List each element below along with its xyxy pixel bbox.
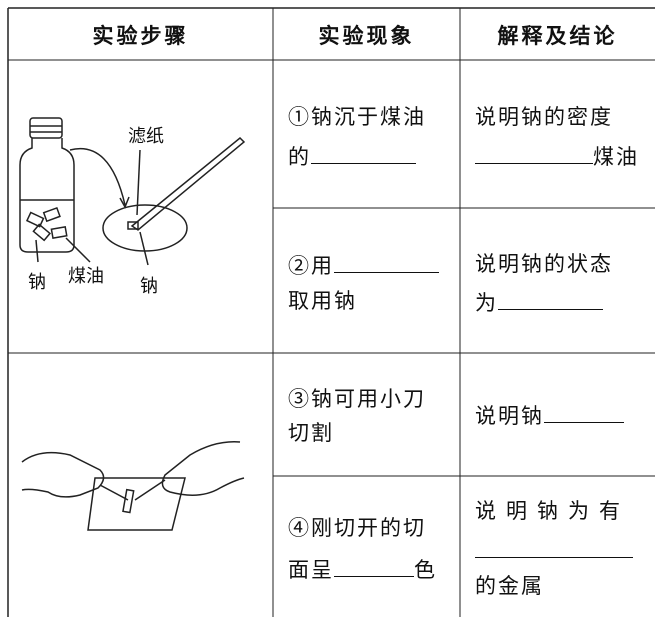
cell-text: 为: [475, 291, 498, 315]
header-cell: 实验现象: [318, 24, 415, 48]
figure-label: 煤油: [68, 266, 104, 286]
cell-text: 说明钠的状态: [475, 252, 613, 276]
cell-text: 切割: [288, 421, 334, 445]
cell-text: 说明钠为有: [475, 499, 630, 523]
cell-text: 面呈: [288, 558, 334, 582]
bottle-figure: [19, 117, 246, 266]
cell-text: ②用: [288, 254, 334, 278]
cell-text: 取用钠: [288, 289, 357, 313]
cell-text: 的金属: [475, 574, 544, 598]
header-cell: 实验步骤: [92, 24, 189, 48]
cell-text: 的: [288, 145, 311, 169]
cell-text: ①钠沉于煤油: [288, 105, 426, 129]
cell-text: 说明钠: [475, 404, 544, 428]
header-cell: 解释及结论: [497, 24, 618, 48]
figure-label: 钠: [140, 276, 158, 296]
figure-label: 钠: [28, 272, 46, 292]
cell-text: 说明钠的密度: [475, 105, 613, 129]
cell-text: 色: [414, 558, 437, 582]
cutting-figure: [21, 441, 245, 531]
figure-label: 滤纸: [128, 126, 164, 146]
cell-text: 煤油: [593, 145, 639, 169]
cell-text: ③钠可用小刀: [288, 387, 426, 411]
cell-text: ④刚切开的切: [288, 516, 426, 540]
